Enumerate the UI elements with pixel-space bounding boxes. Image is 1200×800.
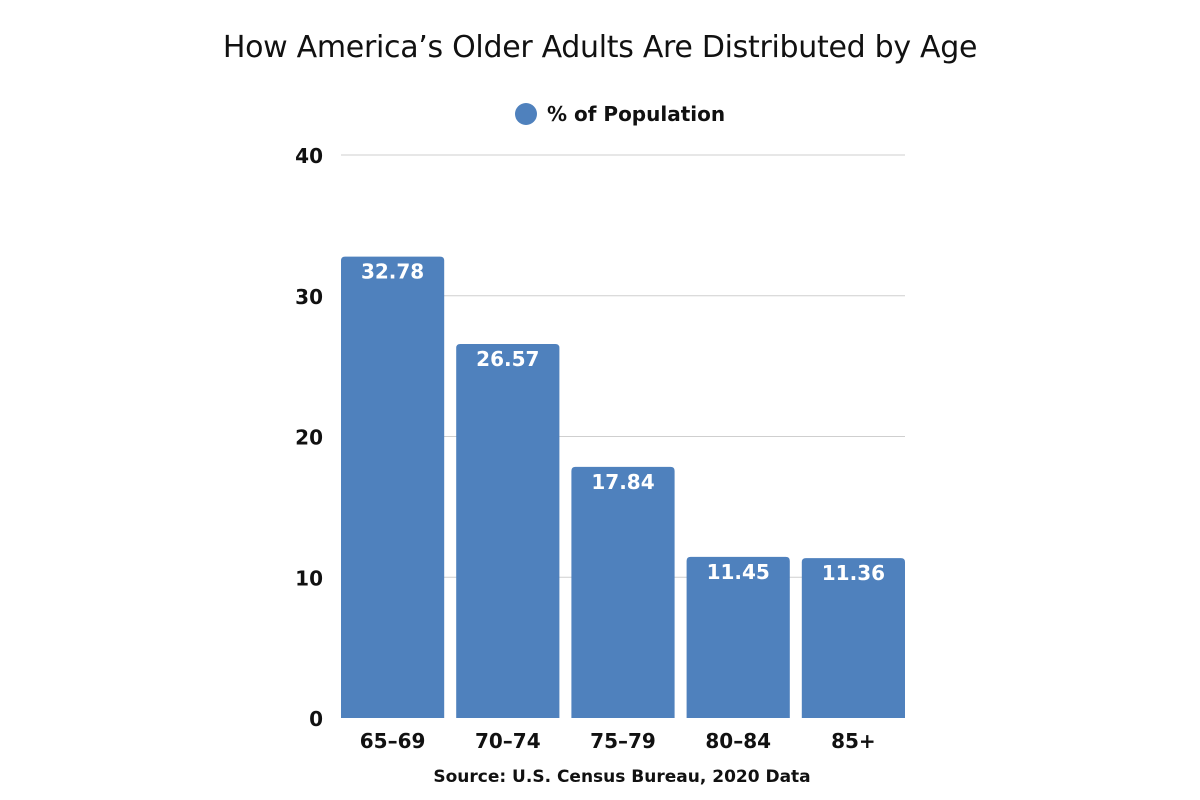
bar-data-label: 11.36: [822, 561, 885, 585]
legend: % of Population: [515, 102, 725, 126]
bar: [686, 556, 790, 718]
legend-marker: [515, 103, 537, 125]
bars: [341, 256, 905, 718]
x-tick-label: 70–74: [475, 729, 541, 753]
legend-label: % of Population: [547, 102, 725, 126]
bar-data-label: 32.78: [361, 260, 424, 284]
bar: [571, 466, 675, 718]
y-tick-label: 10: [295, 566, 323, 590]
bar-data-label: 11.45: [707, 560, 770, 584]
x-tick-label: 65–69: [360, 729, 426, 753]
bar-data-labels: 32.78 26.57 17.84 11.45 11.36: [361, 260, 885, 585]
y-tick-label: 40: [295, 144, 323, 168]
x-tick-label: 85+: [831, 729, 876, 753]
source-note: Source: U.S. Census Bureau, 2020 Data: [433, 767, 810, 787]
x-tick-label: 80–84: [705, 729, 771, 753]
y-tick-label: 30: [295, 285, 323, 309]
bar-data-label: 17.84: [591, 470, 654, 494]
chart-title: How America’s Older Adults Are Distribut…: [222, 30, 978, 65]
x-tick-label: 75–79: [590, 729, 656, 753]
bar-data-label: 26.57: [476, 347, 539, 371]
bar: [801, 558, 905, 718]
x-axis-ticks: 65–69 70–74 75–79 80–84 85+: [360, 729, 876, 753]
y-tick-label: 0: [309, 707, 323, 731]
y-axis-ticks: 0 10 20 30 40: [295, 144, 323, 731]
bar: [341, 256, 445, 718]
bar: [456, 344, 560, 718]
y-tick-label: 20: [295, 426, 323, 450]
